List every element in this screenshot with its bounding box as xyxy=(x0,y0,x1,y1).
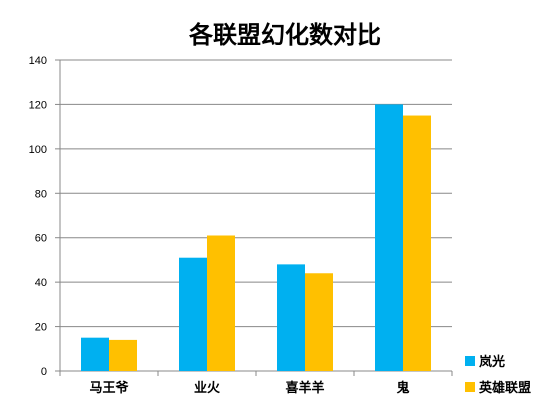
bar-岚光-鬼 xyxy=(375,104,403,371)
x-category-label: 马王爷 xyxy=(89,380,129,396)
y-tick-label: 60 xyxy=(35,233,47,245)
y-tick-label: 20 xyxy=(35,322,47,334)
x-category-label: 鬼 xyxy=(396,380,409,396)
y-tick-label: 140 xyxy=(29,55,47,67)
bar-英雄联盟-鬼 xyxy=(403,115,431,372)
bar-岚光-马王爷 xyxy=(81,337,109,371)
bars xyxy=(81,104,431,372)
bar-英雄联盟-业火 xyxy=(207,235,235,371)
y-tick-label: 80 xyxy=(35,188,47,200)
gridlines xyxy=(60,59,452,328)
x-category-label: 喜羊羊 xyxy=(285,380,324,396)
legend-swatch xyxy=(465,382,475,392)
legend-label: 英雄联盟 xyxy=(478,380,531,396)
x-category-label: 业火 xyxy=(194,380,221,396)
bar-岚光-业火 xyxy=(179,257,207,371)
bar-英雄联盟-喜羊羊 xyxy=(305,273,333,371)
y-tick-label: 40 xyxy=(35,277,47,289)
y-tick-label: 100 xyxy=(29,144,47,156)
y-tick-label: 0 xyxy=(41,366,47,378)
bar-英雄联盟-马王爷 xyxy=(109,339,137,371)
legend-label: 岚光 xyxy=(479,354,505,370)
y-tick-label: 120 xyxy=(29,99,47,111)
axis-labels: 0 20 40 60 80 100 120 140 马王爷 业火 喜羊羊 鬼 xyxy=(29,55,410,396)
legend-swatch xyxy=(465,356,475,366)
chart-title: 各联盟幻化数对比 xyxy=(188,21,381,49)
bar-岚光-喜羊羊 xyxy=(277,264,305,371)
